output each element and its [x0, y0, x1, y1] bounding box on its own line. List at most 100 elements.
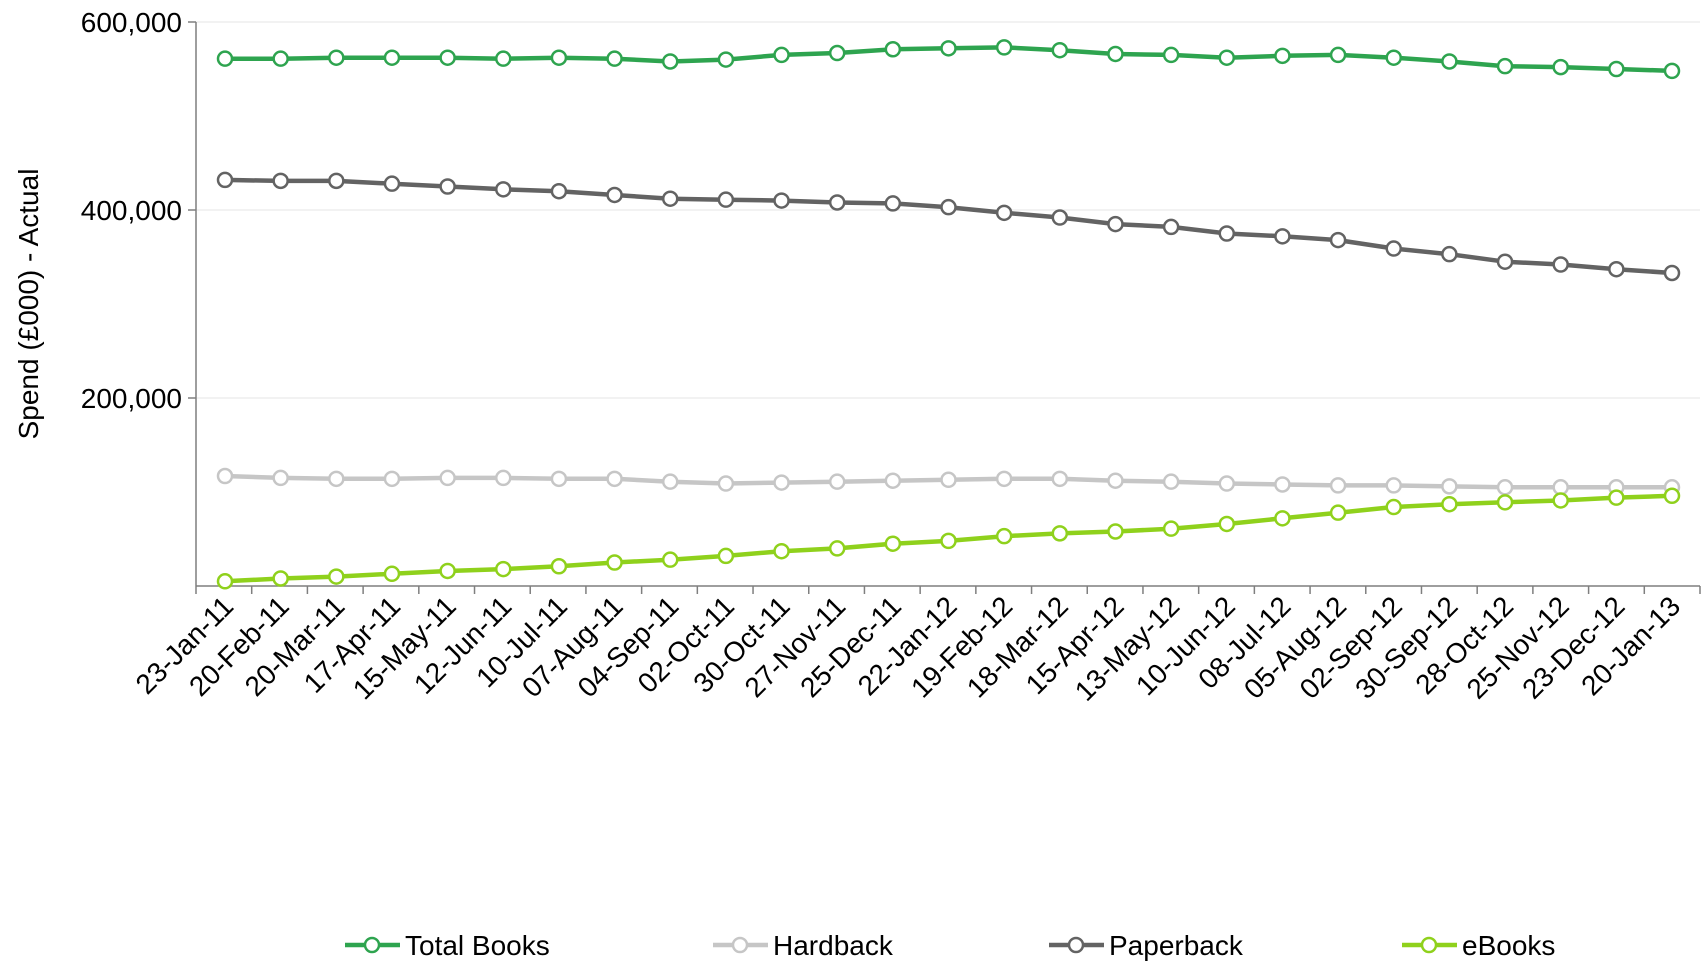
data-point	[884, 472, 902, 489]
data-point	[1051, 209, 1069, 226]
data-point	[1162, 520, 1180, 537]
data-point	[995, 39, 1013, 56]
data-point	[272, 570, 289, 587]
legend: Total Books Hardback Paperback eBooks	[345, 930, 1555, 961]
legend-marker	[1067, 936, 1085, 954]
data-point	[717, 475, 735, 492]
data-point	[1552, 58, 1569, 76]
data-point	[216, 50, 234, 67]
data-point	[995, 470, 1013, 488]
data-point	[1218, 515, 1236, 533]
series-ebooks	[216, 487, 1681, 590]
data-point	[606, 50, 623, 67]
data-point	[1608, 489, 1625, 506]
data-point	[272, 172, 289, 190]
data-point	[1051, 525, 1069, 542]
data-point	[328, 172, 345, 190]
data-point	[383, 470, 401, 488]
data-point	[773, 542, 790, 560]
legend-marker	[1420, 936, 1438, 954]
y-axis-ticks: 200,000 400,000 600,000	[81, 7, 196, 414]
data-point	[439, 562, 456, 580]
data-point	[1274, 47, 1291, 65]
data-point	[1441, 478, 1458, 495]
data-point	[1385, 49, 1402, 66]
data-point	[550, 558, 568, 575]
axes	[195, 22, 1700, 587]
data-point	[940, 40, 957, 57]
data-point	[383, 565, 401, 583]
data-point	[495, 560, 512, 578]
data-point	[1162, 218, 1180, 236]
series-paperback	[216, 171, 1681, 282]
data-point	[1496, 479, 1514, 496]
legend-label: eBooks	[1462, 930, 1555, 961]
data-point	[940, 198, 957, 216]
data-point	[495, 50, 512, 67]
data-point	[606, 470, 623, 488]
legend-marker	[363, 936, 381, 954]
data-point	[495, 469, 512, 487]
data-point	[1608, 60, 1625, 78]
data-point	[383, 175, 401, 192]
data-point	[884, 535, 902, 552]
data-point	[1218, 225, 1236, 242]
data-point	[773, 474, 790, 491]
data-point	[1663, 264, 1681, 282]
data-point	[717, 547, 735, 565]
data-point	[272, 469, 289, 487]
data-point	[1385, 477, 1402, 494]
data-point	[1385, 498, 1402, 516]
data-point	[940, 532, 957, 550]
legend-item: Paperback	[1049, 930, 1244, 961]
data-point	[550, 182, 568, 200]
data-point	[884, 195, 902, 212]
y-tick-label: 200,000	[81, 383, 182, 414]
data-point	[1274, 228, 1291, 245]
data-point	[661, 190, 679, 207]
legend-item: Total Books	[345, 930, 550, 961]
data-point	[1329, 231, 1347, 249]
data-point	[1385, 240, 1402, 257]
data-point	[828, 44, 846, 62]
series-hardback	[216, 467, 1681, 496]
data-point	[1274, 476, 1291, 493]
data-point	[216, 467, 234, 485]
x-axis-ticks: 23-Jan-1120-Feb-1120-Mar-1117-Apr-1115-M…	[130, 586, 1701, 707]
data-point	[1441, 495, 1458, 513]
data-point	[995, 204, 1013, 222]
data-point	[1496, 253, 1514, 270]
data-point	[1107, 45, 1124, 63]
data-point	[661, 53, 679, 70]
data-point	[439, 469, 456, 487]
data-point	[216, 171, 234, 189]
data-point	[328, 49, 345, 66]
legend-label: Total Books	[405, 930, 550, 961]
data-point	[1107, 472, 1124, 489]
data-point	[439, 49, 456, 66]
data-point	[717, 191, 735, 208]
data-point	[884, 41, 902, 58]
data-point	[773, 192, 790, 209]
data-point	[1051, 41, 1069, 59]
data-point	[1663, 62, 1681, 80]
data-point	[828, 473, 846, 490]
series-total-books	[216, 39, 1681, 80]
data-point	[1496, 57, 1514, 75]
data-point	[272, 50, 289, 67]
data-point	[550, 470, 568, 488]
data-point	[828, 194, 846, 211]
series-layer	[216, 39, 1681, 590]
data-point	[439, 178, 456, 195]
data-point	[328, 568, 345, 585]
data-point	[1329, 504, 1347, 521]
data-point	[1552, 479, 1569, 496]
data-point	[216, 573, 234, 590]
data-point	[1552, 256, 1569, 273]
y-axis-title: Spend (£000) - Actual	[13, 169, 44, 440]
data-point	[995, 527, 1013, 545]
data-point	[773, 46, 790, 64]
data-point	[606, 554, 623, 571]
y-tick-label: 600,000	[81, 7, 182, 38]
